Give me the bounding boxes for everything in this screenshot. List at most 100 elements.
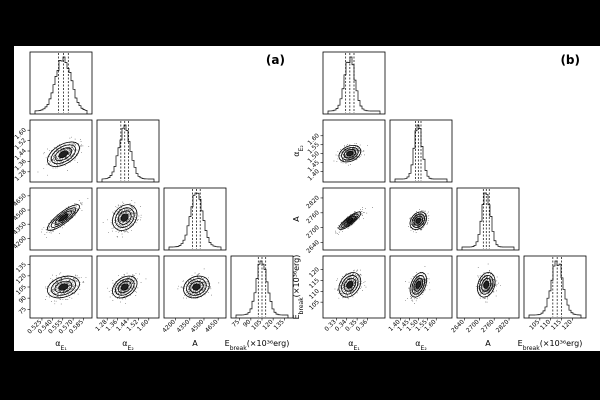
corner-cell-3-2: 2640 2700 2760 2820 A <box>450 255 520 348</box>
corner-plot-figure: (a)1.281.361.441.521.60αE₂42004350450046… <box>14 46 600 351</box>
contour-level <box>483 280 490 289</box>
corner-cell-2-1 <box>389 187 453 251</box>
contour-level <box>114 207 135 228</box>
contour-level <box>341 213 359 228</box>
contour-level <box>346 217 354 224</box>
x-tick-label: 1.60 <box>136 318 151 333</box>
axes-frame <box>29 51 93 115</box>
x-tick-label: 0.36 <box>355 318 370 333</box>
histogram-1 <box>101 124 155 182</box>
contour-level <box>54 210 73 225</box>
y-tick-label: 120 <box>15 272 28 285</box>
x-axis-label: αE₁ <box>348 339 360 351</box>
contour-level <box>338 145 362 163</box>
histogram-0 <box>34 56 88 114</box>
corner-plot-a: (a)1.281.361.441.521.60αE₂42004350450046… <box>14 51 294 351</box>
axes-frame <box>322 187 386 251</box>
contour-level <box>183 275 210 299</box>
x-axis-label: Ebreak(×10³⁶erg) <box>225 339 290 351</box>
contour-level <box>58 283 69 291</box>
contour-level <box>413 215 424 226</box>
contour-level <box>112 204 138 231</box>
contour-level <box>58 213 69 222</box>
y-tick-label: 105 <box>308 299 321 312</box>
x-axis-label: αE₁ <box>55 339 67 351</box>
density-core <box>483 281 489 289</box>
y-tick-label: 4200 <box>14 235 28 251</box>
contour-level <box>479 275 494 295</box>
contour-level <box>411 213 426 228</box>
y-tick-label: 135 <box>15 261 28 274</box>
y-axis-label: αE₂ <box>292 145 305 157</box>
density-core <box>346 218 353 224</box>
corner-cell-3-0: 7590105120135Ebreak(×10³⁶erg)0.5250.5400… <box>15 255 93 351</box>
x-axis-label: αE₂ <box>122 339 134 351</box>
corner-cell-3-0: 105110115120Ebreak(×10³⁶erg)0.330.340.35… <box>292 255 386 351</box>
corner-cell-1-1 <box>389 119 453 183</box>
y-axis-label: A <box>292 216 301 222</box>
density-core <box>121 284 128 290</box>
contour-level <box>343 215 356 226</box>
density-core <box>193 284 200 290</box>
x-tick-label: 2640 <box>450 318 466 334</box>
density-core <box>346 151 353 156</box>
histogram-3 <box>235 260 289 318</box>
contour-level <box>481 277 492 292</box>
y-tick-label: 4350 <box>14 221 28 237</box>
contour-level <box>415 217 422 224</box>
contour-level <box>186 278 207 296</box>
contour-level <box>338 211 362 230</box>
contour-level <box>343 277 356 292</box>
contour-level <box>120 213 129 222</box>
y-tick-label: 4650 <box>14 192 28 208</box>
contour-level <box>112 275 138 299</box>
x-tick-label: 2820 <box>495 318 511 334</box>
density-core <box>59 284 68 290</box>
contour-level <box>50 144 77 165</box>
corner-cell-0-0 <box>29 51 93 115</box>
x-tick-label: 4650 <box>204 318 220 334</box>
x-axis-label: Ebreak(×10³⁶erg) <box>518 339 583 351</box>
x-tick-label: 135 <box>273 318 286 331</box>
corner-plot-b: (b)1.401.451.501.551.60αE₂26402700276028… <box>292 51 587 351</box>
contour-level <box>341 146 359 161</box>
contour-level <box>346 150 354 157</box>
corner-cell-2-2 <box>163 187 227 251</box>
contour-level <box>120 283 129 291</box>
y-tick-label: 2760 <box>305 209 321 225</box>
contour-level <box>58 150 69 159</box>
y-tick-label: 2700 <box>305 224 321 240</box>
x-axis-label: A <box>485 339 491 348</box>
corner-cell-0-0 <box>322 51 386 115</box>
axes-frame <box>29 119 93 183</box>
contour-level <box>343 148 356 159</box>
x-tick-label: 4200 <box>161 318 177 334</box>
x-tick-label: 4500 <box>190 318 206 334</box>
y-tick-label: 2640 <box>305 239 321 255</box>
corner-cell-2-1 <box>96 187 160 251</box>
contour-level <box>54 280 73 294</box>
x-axis-label: αE₂ <box>415 339 427 351</box>
y-tick-label: 105 <box>15 283 28 296</box>
contour-level <box>411 275 426 295</box>
corner-cell-1-1 <box>96 119 160 183</box>
y-tick-label: 4500 <box>14 206 28 222</box>
contour-level <box>477 272 496 298</box>
contour-level <box>341 275 359 295</box>
histogram-2 <box>461 192 515 250</box>
histogram-2 <box>168 192 222 250</box>
contour-level <box>114 278 135 296</box>
axes-frame <box>163 187 227 251</box>
x-tick-label: 2760 <box>480 318 496 334</box>
contour-level <box>117 210 132 225</box>
x-tick-label: 120 <box>561 318 574 331</box>
contour-level <box>409 211 427 230</box>
density-core <box>59 214 68 221</box>
contour-level <box>346 280 354 289</box>
y-tick-label: 110 <box>308 288 321 301</box>
